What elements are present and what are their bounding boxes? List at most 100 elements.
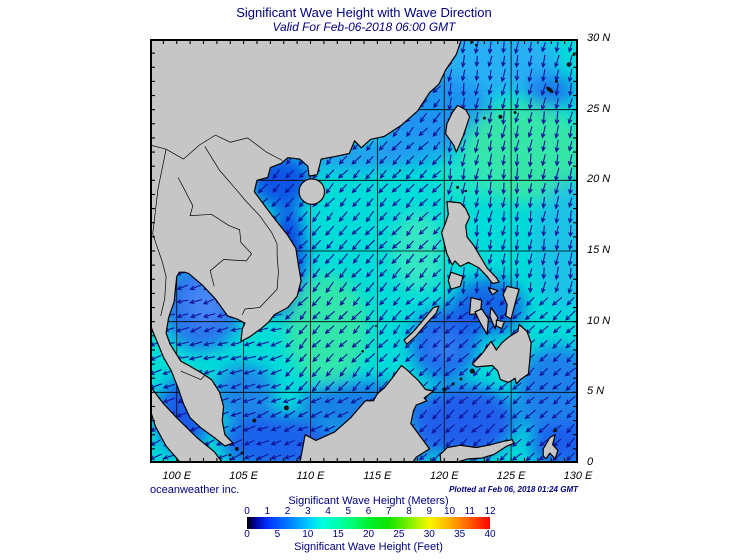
wave-arrow	[447, 97, 453, 111]
wave-arrow	[511, 423, 522, 434]
wave-arrow	[351, 282, 362, 292]
wave-arrow	[405, 168, 415, 180]
wave-arrow	[365, 282, 375, 293]
x-axis-label: 105 E	[229, 470, 258, 482]
wave-arrow	[351, 226, 362, 235]
wave-arrow	[379, 324, 388, 336]
wave-arrow	[392, 154, 401, 166]
wave-arrow	[188, 299, 203, 305]
wave-arrow	[269, 354, 283, 361]
wave-arrow	[444, 367, 456, 377]
wave-arrow	[392, 212, 401, 222]
wave-arrow	[230, 397, 242, 403]
border-malaysia-thailand	[180, 370, 206, 381]
wave-arrow	[270, 383, 282, 389]
wave-arrow	[554, 167, 560, 182]
wave-arrow	[541, 238, 547, 252]
wave-arrow	[378, 253, 388, 266]
wave-arrow	[539, 367, 548, 377]
wave-arrow	[418, 354, 428, 362]
island-ryukyu-4	[555, 79, 558, 83]
country-borders	[150, 134, 283, 381]
border-myanmar-thailand	[152, 149, 167, 317]
wave-arrow	[418, 127, 428, 137]
wave-arrow	[405, 196, 415, 209]
wave-arrow	[298, 353, 307, 363]
wave-arrow	[404, 267, 415, 279]
wave-arrow	[379, 155, 388, 165]
island-anambas	[252, 418, 257, 423]
wave-arrow	[203, 369, 215, 375]
wave-arrow	[272, 169, 280, 180]
wave-arrow	[474, 267, 480, 279]
island-pratas	[399, 169, 402, 172]
wave-arrow	[458, 324, 469, 335]
wave-arrow	[472, 325, 482, 334]
wave-arrow	[539, 311, 548, 320]
wave-arrow	[378, 183, 389, 194]
wave-arrow	[312, 282, 321, 293]
wave-arrow	[325, 182, 334, 195]
wave-arrow	[352, 380, 361, 392]
wave-arrow	[541, 140, 546, 153]
wave-arrow	[527, 268, 533, 279]
wave-arrow	[364, 338, 375, 350]
x-axis-label: 120 E	[429, 470, 459, 482]
wave-arrow	[458, 367, 469, 376]
wave-arrow	[499, 452, 508, 462]
wave-arrow	[417, 296, 429, 306]
wave-arrow	[432, 339, 441, 349]
wave-arrow	[365, 210, 374, 223]
wave-arrow	[526, 296, 535, 307]
wave-arrow	[405, 282, 415, 292]
wave-arrow	[471, 382, 482, 391]
wave-arrow	[525, 439, 535, 447]
wave-arrow	[457, 353, 470, 363]
wave-arrow	[216, 341, 228, 347]
wave-arrow	[242, 369, 256, 375]
wave-arrow	[285, 170, 294, 179]
wave-arrow	[511, 382, 522, 390]
wave-arrow	[501, 110, 506, 126]
wave-arrow	[339, 267, 348, 279]
wave-arrow	[243, 341, 255, 347]
wave-arrow	[324, 325, 335, 335]
wave-arrow	[460, 55, 466, 68]
wave-arrow	[514, 54, 520, 69]
wave-arrow	[405, 212, 415, 221]
wave-arrow	[567, 68, 573, 83]
wave-arrow	[324, 253, 335, 265]
wave-arrow	[514, 224, 520, 238]
wave-arrow	[309, 425, 323, 432]
wave-arrow	[432, 353, 442, 363]
wave-arrow	[501, 182, 507, 195]
island-hainan	[298, 178, 326, 205]
wave-arrow	[338, 239, 348, 251]
wave-arrow	[285, 367, 295, 378]
wave-arrow	[485, 423, 496, 435]
wave-arrow	[257, 369, 268, 375]
colorbar-meters-tick: 8	[406, 506, 412, 517]
wave-arrow	[514, 83, 520, 96]
colorbar-feet-tick: 30	[423, 529, 435, 540]
wave-arrow	[326, 240, 334, 250]
wave-arrow	[568, 267, 573, 280]
wave-arrow	[270, 454, 282, 460]
wave-arrow	[527, 41, 533, 54]
island-sulawesi	[439, 439, 515, 463]
border-laos-thailand	[177, 177, 252, 255]
wave-arrow	[202, 313, 216, 319]
wave-arrow	[527, 97, 533, 110]
wave-arrow	[474, 83, 480, 97]
map-svg	[150, 39, 578, 463]
wave-arrow	[202, 298, 216, 305]
wave-arrow	[458, 338, 469, 349]
wave-arrow	[474, 281, 480, 294]
wave-arrow	[474, 40, 479, 55]
wave-arrow	[378, 225, 389, 236]
wave-arrow	[554, 125, 560, 139]
wave-arrow	[554, 225, 560, 237]
wave-arrow	[567, 280, 573, 295]
wave-arrow	[404, 353, 415, 363]
wave-arrow	[541, 281, 547, 294]
